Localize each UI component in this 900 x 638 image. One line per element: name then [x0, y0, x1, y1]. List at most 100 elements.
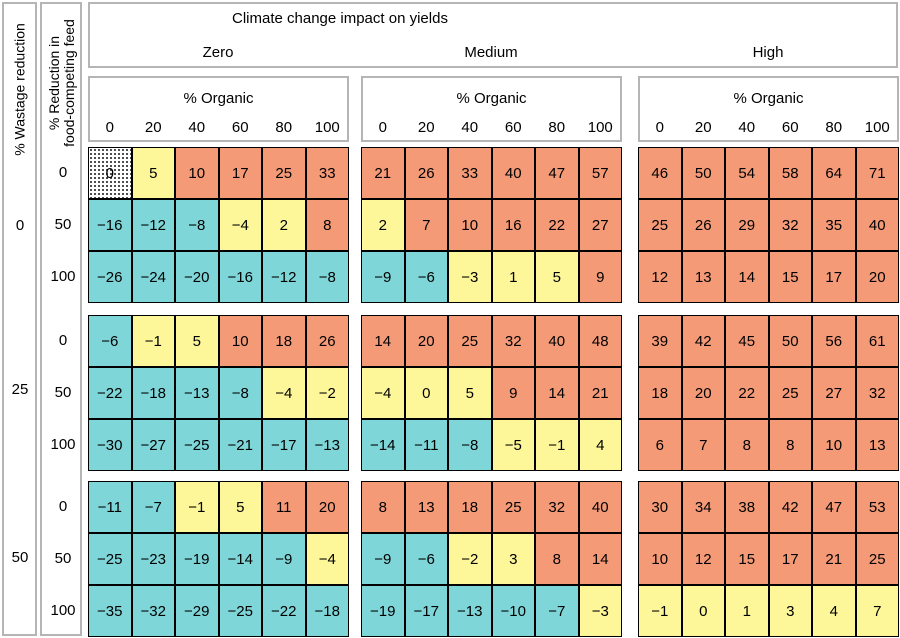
- heatmap-cell: −9: [361, 251, 405, 303]
- feed-level-label: 0: [58, 332, 68, 349]
- heatmap-cell: −32: [131, 585, 175, 637]
- climate-level-medium: Medium: [464, 44, 518, 61]
- heatmap-cell: 32: [768, 199, 812, 251]
- heatmap-cell: −16: [218, 251, 262, 303]
- heatmap-cell: −29: [175, 585, 219, 637]
- heatmap-cell: 54: [725, 147, 769, 199]
- organic-tick-label: 60: [231, 119, 249, 136]
- heatmap-cell: −35: [88, 585, 132, 637]
- heatmap-cell: −2: [305, 367, 349, 419]
- heatmap-cell: 9: [578, 251, 622, 303]
- heatmap-cell: 40: [855, 199, 899, 251]
- heatmap-cell: 6: [638, 419, 682, 471]
- heatmap-cell: −1: [131, 315, 175, 367]
- heatmap-cell: 64: [812, 147, 856, 199]
- heatmap-cell: 40: [578, 481, 622, 533]
- organic-tick-label: 60: [504, 119, 522, 136]
- heatmap-cell: 11: [262, 481, 306, 533]
- heatmap-cell: 1: [491, 251, 535, 303]
- heatmap-cell: 21: [361, 147, 405, 199]
- heatmap-cell: −9: [262, 533, 306, 585]
- organic-tick-label: 40: [738, 119, 756, 136]
- heatmap-cell: 10: [218, 315, 262, 367]
- heatmap-cell: 27: [578, 199, 622, 251]
- heatmap-cell: 29: [725, 199, 769, 251]
- heatmap-cell: 50: [768, 315, 812, 367]
- heatmap-cell: 14: [535, 367, 579, 419]
- organic-tick-label: 80: [548, 119, 566, 136]
- heatmap-cell: 15: [768, 251, 812, 303]
- heatmap-cell: −13: [305, 419, 349, 471]
- heatmap-cell: 0: [404, 367, 448, 419]
- organic-tick-label: 0: [655, 119, 664, 136]
- organic-tick-label: 20: [694, 119, 712, 136]
- heatmap-cell: 5: [448, 367, 492, 419]
- heatmap-cell: 10: [175, 147, 219, 199]
- heatmap-cell: 4: [578, 419, 622, 471]
- heatmap-cell: 4: [812, 585, 856, 637]
- heatmap-cell: 25: [262, 147, 306, 199]
- heatmap-cell: 50: [681, 147, 725, 199]
- heatmap-cell: −3: [448, 251, 492, 303]
- feed-level-label: 50: [54, 384, 72, 401]
- heatmap-cell: 32: [535, 481, 579, 533]
- heatmap-cell: 17: [218, 147, 262, 199]
- heatmap-cell: −19: [175, 533, 219, 585]
- heatmap-cell: 5: [218, 481, 262, 533]
- heatmap-cell: 10: [812, 419, 856, 471]
- organic-tick-label: 100: [864, 119, 890, 136]
- organic-tick-label: 40: [461, 119, 479, 136]
- heatmap-cell: 13: [681, 251, 725, 303]
- heatmap-cell: 35: [812, 199, 856, 251]
- heatmap-cell: 25: [448, 315, 492, 367]
- heatmap-cell: −1: [175, 481, 219, 533]
- heatmap-cell: 12: [681, 533, 725, 585]
- heatmap-cell: −1: [535, 419, 579, 471]
- organic-tick-label: 60: [781, 119, 799, 136]
- climate-header-frame: [88, 2, 898, 68]
- heatmap-cell: 39: [638, 315, 682, 367]
- heatmap-cell: −10: [491, 585, 535, 637]
- heatmap-cell: −24: [131, 251, 175, 303]
- heatmap-cell: 21: [578, 367, 622, 419]
- feed-level-label: 100: [50, 436, 76, 453]
- heatmap-cell: −13: [175, 367, 219, 419]
- heatmap-cell: 42: [768, 481, 812, 533]
- organic-tick-label: 40: [188, 119, 206, 136]
- heatmap-cell: −8: [175, 199, 219, 251]
- heatmap-cell: 14: [361, 315, 405, 367]
- heatmap-cell: −22: [262, 585, 306, 637]
- heatmap-cell: −14: [218, 533, 262, 585]
- heatmap-cell: −8: [448, 419, 492, 471]
- heatmap-cell: 34: [681, 481, 725, 533]
- feed-level-label: 50: [54, 216, 72, 233]
- heatmap-cell: 20: [404, 315, 448, 367]
- heatmap-cell: 26: [305, 315, 349, 367]
- heatmap-cell: −13: [448, 585, 492, 637]
- heatmap-cell: 8: [305, 199, 349, 251]
- heatmap-cell: −7: [535, 585, 579, 637]
- heatmap-cell: 33: [448, 147, 492, 199]
- organic-tick-label: 100: [587, 119, 613, 136]
- heatmap-cell: 25: [768, 367, 812, 419]
- heatmap-cell: 9: [491, 367, 535, 419]
- feed-level-label: 0: [58, 498, 68, 515]
- chart-title: Climate change impact on yields: [232, 10, 448, 27]
- heatmap-cell: −7: [131, 481, 175, 533]
- heatmap-cell: 47: [812, 481, 856, 533]
- wastage-level-50: 50: [11, 549, 29, 566]
- feed-axis-label-line2: food-competing feed: [61, 19, 77, 147]
- organic-header-frame-high: [638, 76, 899, 142]
- heatmap-cell: 7: [681, 419, 725, 471]
- heatmap-cell: −6: [404, 533, 448, 585]
- heatmap-cell: 42: [681, 315, 725, 367]
- heatmap-cell: 46: [638, 147, 682, 199]
- heatmap-cell: 12: [638, 251, 682, 303]
- heatmap-cell: 8: [361, 481, 405, 533]
- heatmap-cell: −1: [638, 585, 682, 637]
- heatmap-cell: 1: [725, 585, 769, 637]
- heatmap-cell: 22: [535, 199, 579, 251]
- heatmap-cell: 0: [88, 147, 132, 199]
- heatmap-cell: 3: [768, 585, 812, 637]
- heatmap-cell: 25: [491, 481, 535, 533]
